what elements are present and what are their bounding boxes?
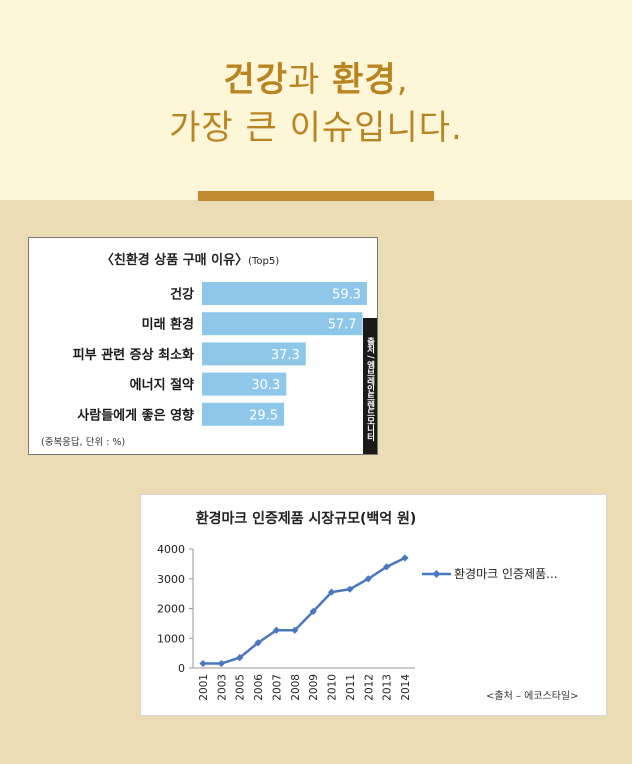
data-point xyxy=(199,659,207,668)
x-tick-label: 2007 xyxy=(271,674,283,701)
market-size-chart: 환경마크 인증제품 시장규모(백억 원) 0 1000 2000 3000 4000 20… xyxy=(140,494,607,716)
bar-value-label: 37.3 xyxy=(271,348,300,363)
x-tick-label: 2012 xyxy=(363,674,375,701)
hero-banner: 건강과 환경, 가장 큰 이슈입니다. xyxy=(0,0,632,200)
bar-chart-title: 〈친환경 상품 구매 이유〉(Top5) xyxy=(29,249,351,268)
hero-keyword-health: 건강 xyxy=(223,60,289,100)
bar-category-label: 사람들에게 좋은 영향 xyxy=(77,407,194,423)
series-line xyxy=(203,556,406,665)
y-tick-label: 3000 xyxy=(157,573,185,586)
bar-category-label: 건강 xyxy=(170,287,194,303)
y-tick-label: 1000 xyxy=(157,632,185,645)
bar-value-label: 57.7 xyxy=(328,318,357,333)
line-chart-source: <출처 – 에코스타일> xyxy=(486,691,579,702)
hero-comma: , xyxy=(396,60,409,100)
line-chart-title: 환경마크 인증제품 시장규모(백억 원) xyxy=(195,511,417,527)
bar-category-label: 미래 환경 xyxy=(142,317,194,333)
bar-chart-footnote: (중복응답, 단위 : %) xyxy=(41,437,126,448)
data-point xyxy=(217,659,225,668)
legend-marker xyxy=(432,570,441,578)
x-tick-label: 2014 xyxy=(400,674,412,701)
x-tick-label: 2008 xyxy=(290,674,302,701)
bar-category-label: 피부 관련 증상 최소화 xyxy=(73,347,194,363)
x-tick-label: 2009 xyxy=(308,674,320,701)
bar-chart-canvas: 건강 59.3 미래 환경 57.7 피부 관련 증상 최소화 37.3 에너지 절약 30.… xyxy=(73,282,367,426)
hero-divider xyxy=(198,191,434,201)
bar-5 xyxy=(202,402,285,426)
bar-1 xyxy=(202,282,367,305)
bar-2 xyxy=(202,312,363,336)
line-chart-canvas: 0 1000 2000 3000 4000 2001 2003 2005 2006 2007 200… xyxy=(157,543,558,701)
hero-connector: 과 xyxy=(288,60,333,100)
hero-title-line2: 가장 큰 이슈입니다. xyxy=(169,108,463,148)
x-tick-label: 2003 xyxy=(216,674,228,701)
x-tick-label: 2011 xyxy=(345,674,357,701)
hero-keyword-environment: 환경 xyxy=(332,60,397,100)
bar-category-label: 에너지 절약 xyxy=(130,377,194,393)
hero-title-line1: 건강과 환경, xyxy=(0,52,632,101)
x-tick-label: 2001 xyxy=(198,674,210,701)
x-tick-label: 2006 xyxy=(253,674,265,701)
x-tick-label: 2013 xyxy=(382,674,394,701)
y-tick-label: 4000 xyxy=(157,543,185,556)
bar-value-label: 59.3 xyxy=(332,288,361,303)
x-tick-label: 2005 xyxy=(235,674,247,701)
bar-4 xyxy=(202,372,287,396)
y-tick-label: 2000 xyxy=(157,603,185,616)
bar-3 xyxy=(202,342,306,366)
bar-value-label: 29.5 xyxy=(249,408,278,423)
data-point xyxy=(364,575,372,583)
bar-chart-title-suffix: (Top5) xyxy=(248,256,280,267)
y-tick-label: 0 xyxy=(178,662,185,675)
purchase-reason-chart: 〈친환경 상품 구매 이유〉(Top5) 건강 59.3 미래 환경 57.7 피부 관… xyxy=(28,237,378,455)
bar-value-label: 30.3 xyxy=(251,378,280,393)
bar-chart-source: 출처 / 엠브레인트렌드모니터 xyxy=(363,318,377,454)
data-point xyxy=(401,554,409,562)
bar-chart-title-main: 〈친환경 상품 구매 이유〉 xyxy=(100,253,249,268)
x-tick-label: 2010 xyxy=(327,674,339,701)
legend-label: 환경마크 인증제품... xyxy=(454,567,558,581)
